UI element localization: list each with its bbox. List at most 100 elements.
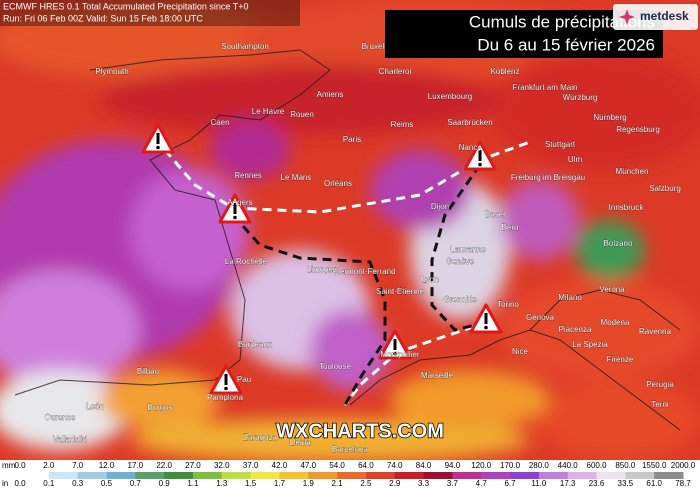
legend-mm-label: 22.0: [156, 461, 172, 470]
city-label: Montpellier: [380, 350, 419, 359]
warning-dot: [478, 162, 482, 167]
legend-mm-label: 2.0: [43, 461, 55, 470]
legend-mm-label: 120.0: [471, 461, 492, 470]
city-label: Dijon: [431, 202, 449, 211]
legend-in-label: 61.0: [646, 479, 662, 488]
city-label: Nice: [512, 347, 529, 356]
warning-mark: [393, 339, 397, 350]
city-label: Modena: [601, 318, 630, 327]
legend-in-label: 2.1: [332, 479, 344, 488]
city-label: Pau: [237, 375, 251, 384]
legend-in-label: 78.7: [675, 479, 691, 488]
city-labels: Southampton Plymouth Bruxelles Charleroi Kob…: [44, 42, 681, 454]
city-label: Pamplona: [207, 393, 244, 402]
warning-dot: [156, 145, 160, 150]
legend-mm-label: 37.0: [243, 461, 259, 470]
city-label: Valladolid: [53, 435, 87, 444]
header-model: ECMWF HRES 0.1 Total Accumulated Precipi…: [3, 1, 249, 11]
city-label: Orléans: [324, 179, 352, 188]
legend-mm-label: 7.0: [72, 461, 84, 470]
city-label: Rennes: [234, 171, 262, 180]
city-label: Bolzano: [604, 239, 633, 248]
warning-dot: [393, 351, 397, 356]
legend-mm-label: 280.0: [529, 461, 550, 470]
legend-swatch: [164, 472, 194, 479]
subtitle: Du 6 au 15 février 2026: [477, 35, 655, 54]
city-label: Innsbruck: [609, 203, 645, 212]
city-label: Würzburg: [563, 93, 598, 102]
city-label: Rouen: [290, 110, 314, 119]
legend-swatch: [135, 472, 165, 479]
city-label: Bordeaux: [238, 340, 272, 349]
legend-in-label: 6.7: [504, 479, 516, 488]
city-label: Amiens: [317, 90, 344, 99]
city-label: Freiburg im Breisgau: [511, 173, 585, 182]
city-label: Luxembourg: [428, 92, 472, 101]
city-label: Grenoble: [444, 295, 477, 304]
city-label: Le Mans: [281, 173, 312, 182]
legend-mm-unit: mm: [2, 461, 16, 470]
legend-swatch: [308, 472, 338, 479]
city-label: Le Havre: [252, 107, 285, 116]
header-run: Run: Fri 06 Feb 00Z Valid: Sun 15 Feb 18…: [3, 13, 203, 23]
city-label: Angers: [227, 198, 252, 207]
legend-in-label: 23.6: [589, 479, 605, 488]
city-label: Bern: [502, 223, 519, 232]
legend-mm-label: 94.0: [445, 461, 461, 470]
legend-mm-label: 54.0: [329, 461, 345, 470]
city-label: Marseille: [421, 371, 454, 380]
warning-dot: [224, 386, 228, 391]
city-label: Burgos: [147, 403, 172, 412]
city-label: Bruxelles: [362, 42, 395, 51]
legend-in-label: 1.7: [274, 479, 286, 488]
legend-mm-label: 64.0: [358, 461, 374, 470]
header-backdrop: [0, 0, 300, 26]
city-label: Nancy: [459, 143, 482, 152]
logo-text: metdesk: [640, 9, 689, 23]
city-label: Caen: [210, 118, 229, 127]
legend-swatch: [654, 472, 684, 479]
legend-in-label: 0.7: [130, 479, 142, 488]
legend-in-label: 4.7: [476, 479, 488, 488]
legend-swatch: [538, 472, 569, 479]
legend-swatch: [510, 472, 540, 479]
city-label: Perugia: [646, 380, 674, 389]
legend-in-label: 1.9: [303, 479, 315, 488]
legend-swatch: [365, 472, 396, 479]
city-label: München: [616, 167, 649, 176]
title: Cumuls de précipitations: [469, 12, 655, 31]
legend-mm-label: 84.0: [416, 461, 432, 470]
city-label: Ourense: [45, 413, 76, 422]
legend-swatch: [279, 472, 309, 479]
legend-mm-label: 0.0: [14, 461, 26, 470]
legend-in-label: 1.1: [187, 479, 199, 488]
legend-in-label: 1.5: [245, 479, 257, 488]
city-label: Lleida: [289, 438, 311, 447]
logo-box: [613, 4, 698, 30]
legend-swatch: [452, 472, 482, 479]
legend-swatch: [567, 472, 598, 479]
city-label: León: [86, 402, 104, 411]
legend-swatch: [481, 472, 511, 479]
city-label: Koblenz: [491, 67, 520, 76]
legend-in-label: 2.9: [389, 479, 401, 488]
city-label: Nürnberg: [593, 113, 626, 122]
legend-in-label: 2.5: [360, 479, 372, 488]
legend-mm-label: 600.0: [587, 461, 608, 470]
legend-mm-label: 47.0: [300, 461, 316, 470]
city-label: Firenze: [607, 355, 634, 364]
legend-swatch: [106, 472, 136, 479]
city-label: Verona: [599, 285, 625, 294]
legend-swatch: [20, 472, 50, 479]
city-label: Ravenna: [639, 327, 672, 336]
city-label: Reims: [391, 120, 414, 129]
city-label: Ulm: [568, 155, 583, 164]
legend-swatch: [221, 472, 252, 479]
legend-in-label: 0.9: [159, 479, 171, 488]
city-label: Paris: [343, 135, 361, 144]
city-label: La Spezia: [572, 340, 608, 349]
legend-mm-label: 2000.0: [671, 461, 696, 470]
city-label: Terni: [651, 400, 669, 409]
legend: mm in 0.0 2.0 7.0 12.0 17.0 22.0 27.0 32.0 37.0 4…: [2, 461, 696, 488]
legend-mm-label: 170.0: [500, 461, 521, 470]
